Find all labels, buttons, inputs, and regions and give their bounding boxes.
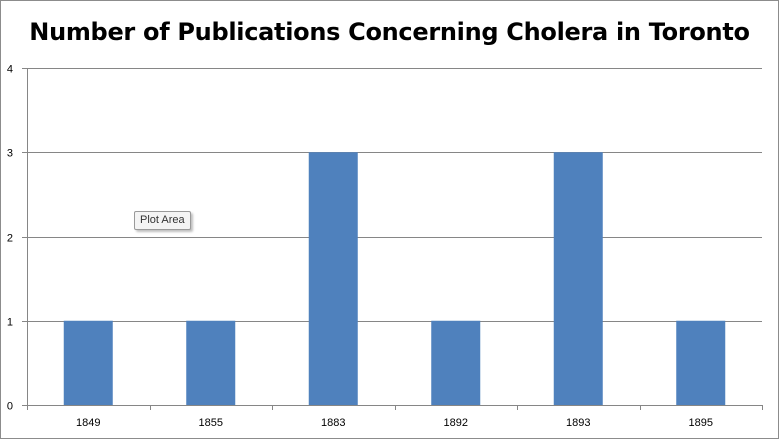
x-tick-label: 1893 <box>566 417 590 429</box>
bars <box>63 152 726 405</box>
bar-1849 <box>63 320 113 405</box>
x-tick-label: 1849 <box>76 417 100 429</box>
x-tick-label: 1892 <box>444 417 468 429</box>
gridlines <box>27 68 762 322</box>
y-tick-label: 1 <box>7 317 13 329</box>
bar-1855 <box>186 320 236 405</box>
x-tick-label: 1855 <box>199 417 223 429</box>
plot-area-tooltip: Plot Area <box>134 211 191 230</box>
y-tick-label: 4 <box>7 64 13 76</box>
bar-1893 <box>553 152 603 405</box>
tick-labels: 0 1 2 3 4 1849 1855 1883 1892 1893 1895 <box>7 64 713 430</box>
bar-1892 <box>431 320 481 405</box>
y-tick-label: 2 <box>7 233 13 245</box>
y-tick-label: 0 <box>7 401 13 413</box>
x-tick-label: 1895 <box>689 417 713 429</box>
y-tick-label: 3 <box>7 148 13 160</box>
bar-1883 <box>308 152 358 405</box>
bar-1895 <box>676 320 726 405</box>
axes <box>22 68 763 410</box>
x-tick-label: 1883 <box>321 417 345 429</box>
chart-title: Number of Publications Concerning Choler… <box>29 18 750 46</box>
